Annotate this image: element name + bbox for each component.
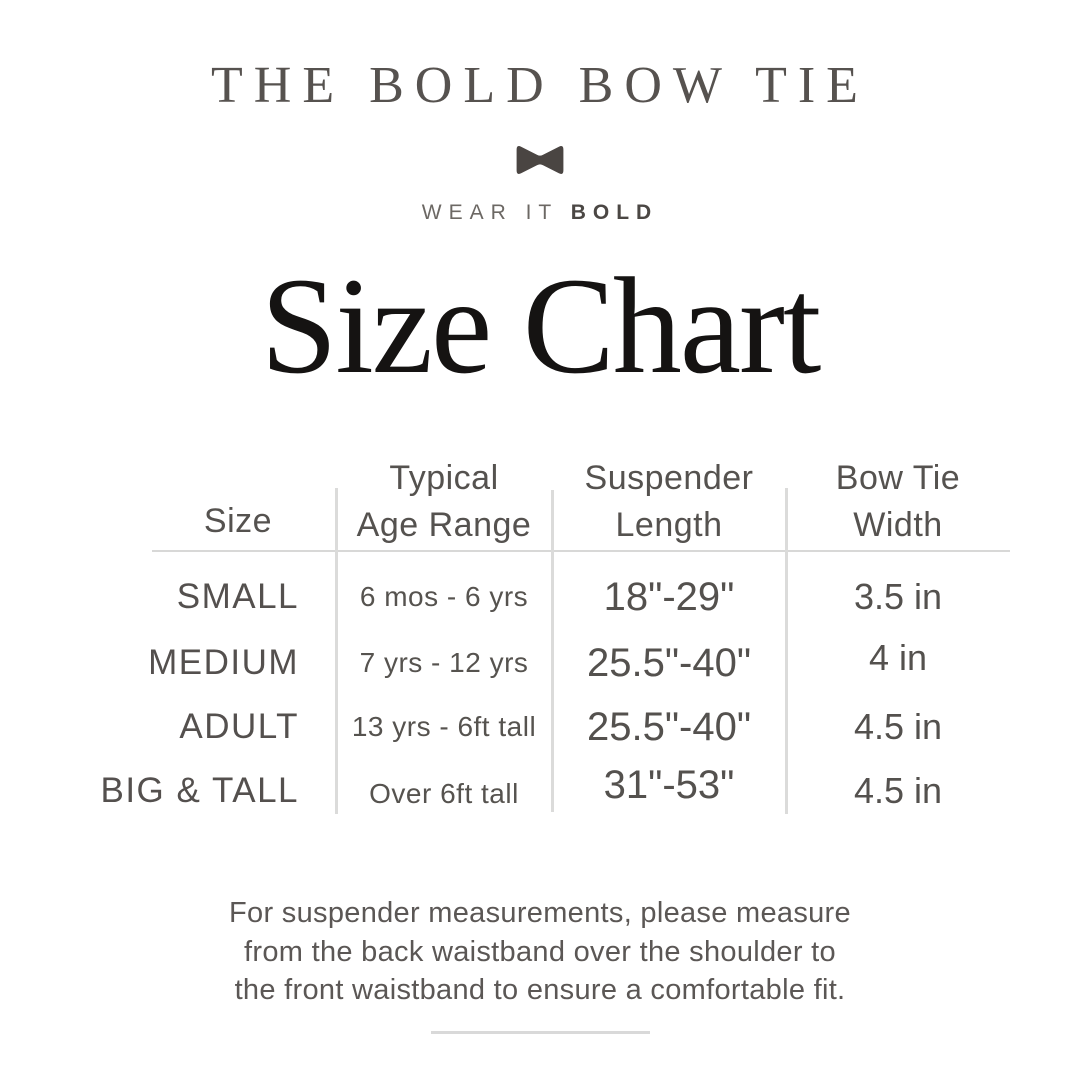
brand-tagline: WEAR IT BOLD bbox=[0, 201, 1080, 225]
header-underline-divider bbox=[152, 550, 1010, 552]
column-divider-2 bbox=[551, 490, 554, 812]
age-range-value: 7 yrs - 12 yrs bbox=[359, 647, 529, 678]
suspender-value: 18"-29" bbox=[603, 574, 735, 619]
size-label: MEDIUM bbox=[148, 643, 299, 682]
table-row-adult: ADULT 13 yrs - 6ft tall 25.5"-40" 4.5 in bbox=[0, 694, 1080, 760]
age-range-value: 6 mos - 6 yrs bbox=[359, 581, 529, 612]
suspender-value: 25.5"-40" bbox=[586, 704, 752, 749]
bow-tie-icon-wrap bbox=[0, 142, 1080, 183]
bow-width-value: 4.5 in bbox=[853, 770, 943, 811]
bow-tie-icon bbox=[514, 142, 566, 183]
brand-title: THE BOLD BOW TIE bbox=[211, 57, 869, 114]
bow-width-value: 4.5 in bbox=[853, 706, 943, 747]
suspender-value: 25.5"-40" bbox=[586, 640, 752, 685]
bow-width-value: 4 in bbox=[868, 637, 928, 678]
size-table: Size Typical Age Range Suspender Length … bbox=[0, 445, 1080, 825]
age-range-value: Over 6ft tall bbox=[369, 778, 519, 809]
table-row-small: SMALL 6 mos - 6 yrs 18"-29" 3.5 in bbox=[0, 564, 1080, 630]
measurement-note-line: the front waistband to ensure a comforta… bbox=[234, 974, 846, 1006]
bow-width-value: 3.5 in bbox=[853, 576, 943, 617]
column-header-bow-tie-width: Bow Tie Width bbox=[835, 459, 961, 544]
table-row-big-and-tall: BIG & TALL Over 6ft tall 31"-53" 4.5 in bbox=[0, 758, 1080, 824]
size-label: SMALL bbox=[176, 577, 299, 616]
tagline-prefix: WEAR IT bbox=[421, 201, 571, 224]
measurement-note-line: from the back waistband over the shoulde… bbox=[244, 935, 836, 968]
tagline-bold-word: BOLD bbox=[570, 201, 659, 224]
column-divider-3 bbox=[785, 488, 788, 814]
measurement-note-line: For suspender measurements, please measu… bbox=[229, 897, 851, 929]
measurement-note: For suspender measurements, please measu… bbox=[0, 894, 1080, 1010]
column-header-size: Size bbox=[203, 502, 273, 540]
column-header-suspender-length: Suspender Length bbox=[584, 459, 754, 544]
size-label: BIG & TALL bbox=[100, 771, 299, 810]
size-label: ADULT bbox=[179, 707, 299, 746]
age-range-value: 13 yrs - 6ft tall bbox=[351, 711, 537, 742]
bottom-divider bbox=[431, 1031, 650, 1034]
page-title: Size Chart bbox=[260, 249, 822, 402]
table-row-medium: MEDIUM 7 yrs - 12 yrs 25.5"-40" 4 in bbox=[0, 630, 1080, 696]
column-header-age-range: Typical Age Range bbox=[356, 459, 532, 544]
column-divider-1 bbox=[335, 488, 338, 814]
suspender-value: 31"-53" bbox=[603, 762, 735, 807]
